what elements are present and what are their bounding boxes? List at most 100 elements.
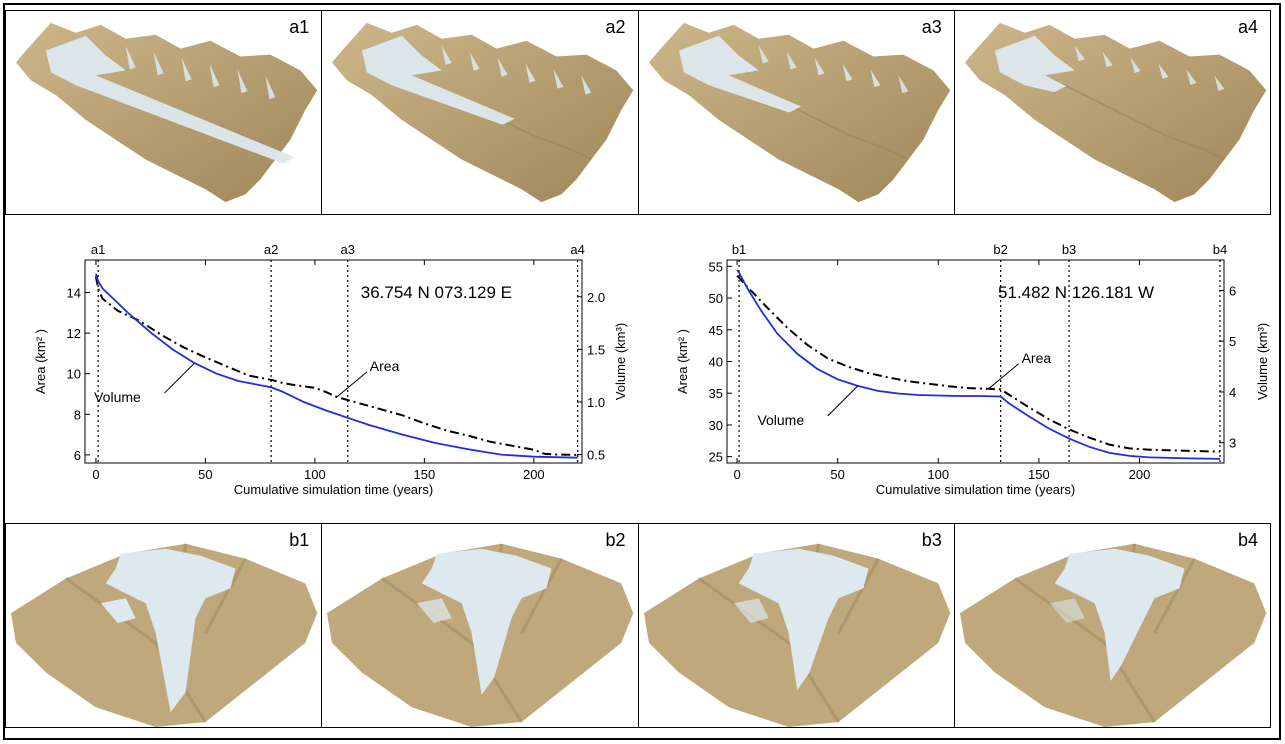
x-tick-label: 100: [927, 467, 949, 482]
tributary-ice: [842, 63, 852, 82]
tributary-ice: [181, 57, 192, 82]
tributary-ice: [553, 69, 564, 89]
terrain-render: [648, 22, 950, 203]
tributary-ice: [153, 51, 164, 76]
ice-cap: [738, 548, 868, 690]
panel-label: a4: [1237, 17, 1258, 37]
x-tick-label: 50: [198, 467, 212, 482]
glacier-ice: [362, 35, 515, 125]
y-tick-label-left: 10: [67, 367, 81, 382]
y-tick-label-left: 35: [709, 386, 723, 401]
tributary-ice: [1102, 51, 1113, 68]
x-tick-label: 100: [304, 467, 326, 482]
tributary-ice: [525, 63, 536, 83]
x-tick-label: 200: [523, 467, 545, 482]
glacier-panel-b3: b3: [638, 524, 955, 727]
glacier-panel-a1: a1: [6, 11, 323, 214]
glacier-ice: [45, 35, 296, 164]
tributary-ice: [786, 51, 797, 70]
annotation-leader: [988, 363, 1019, 390]
panel-label: a1: [289, 17, 310, 37]
y-tick-label-right: 6: [1229, 283, 1236, 298]
glacier-panel-b4: b4: [954, 524, 1270, 727]
tributary-ice: [897, 75, 908, 94]
panel-label: b3: [921, 530, 942, 550]
annotation-leader: [336, 371, 368, 398]
ice-cap: [105, 548, 236, 713]
series-annotation: Volume: [94, 389, 141, 405]
y-tick-label-left: 8: [74, 407, 81, 422]
glacier-panel-a4: a4: [954, 11, 1270, 214]
series-annotation: Area: [1022, 350, 1052, 366]
tributary-ice: [869, 69, 880, 88]
glacier-panel-b1: b1: [6, 524, 323, 727]
terrain-render: [959, 543, 1267, 727]
ice-patch: [100, 598, 136, 624]
y-tick-label-right: 2.0: [587, 290, 605, 305]
y-tick-label-left: 6: [74, 448, 81, 463]
y-tick-label-right: 3: [1229, 436, 1236, 451]
tributary-ice: [1074, 45, 1085, 62]
tributary-ice: [581, 75, 592, 95]
y-tick-label-left: 50: [709, 291, 723, 306]
series-line-area: [94, 276, 578, 456]
chart-b: 0 50 100 150 200253035404550553456Cumulative…: [675, 242, 1270, 497]
y-axis-label-right: Volume (km³): [613, 323, 628, 400]
glacier-panel-a2: a2: [322, 11, 639, 214]
tributary-ice: [497, 57, 508, 77]
plots-area: 0 50 100 150 200 6 8 10 12 14 0.5 1.0 1.5 2.0 Cumulati…: [0, 225, 1285, 515]
y-tick-label-left: 45: [709, 323, 723, 338]
terrain-render: [327, 543, 634, 727]
chart-a: 0 50 100 150 200 6 8 10 12 14 0.5 1.0 1.5 2.0 Cumulati…: [33, 242, 628, 497]
tributary-ice: [758, 45, 769, 64]
terrain-render: [15, 22, 318, 203]
annotation-leader: [827, 385, 859, 417]
x-tick-label: 150: [1028, 467, 1050, 482]
series-line-area: [736, 275, 1221, 453]
time-marker-label: a2: [264, 242, 278, 257]
glacier-panel-a3: a3: [638, 11, 955, 214]
x-axis-label: Cumulative simulation time (years): [876, 482, 1075, 497]
time-marker-label: b3: [1062, 242, 1076, 257]
y-tick-label-left: 40: [709, 355, 723, 370]
x-tick-label: 0: [92, 467, 99, 482]
x-tick-label: 200: [1129, 467, 1151, 482]
time-marker-label: a4: [570, 242, 584, 257]
y-tick-label-left: 25: [709, 450, 723, 465]
panel-label: b2: [605, 530, 626, 550]
plot-frame: [84, 259, 583, 464]
ice-patch: [417, 598, 452, 624]
y-axis-label-left: Area (km² ): [675, 329, 690, 394]
x-axis-label: Cumulative simulation time (years): [234, 482, 433, 497]
tributary-ice: [1186, 69, 1197, 85]
glacier-ice: [678, 35, 801, 113]
x-tick-label: 50: [830, 467, 844, 482]
y-tick-label-right: 1.5: [587, 342, 605, 357]
tributary-ice: [1158, 63, 1169, 79]
tributary-ice: [814, 57, 825, 76]
series-annotation: Volume: [757, 412, 804, 428]
glacier-panels-b: b1 b2 b3 b4: [5, 523, 1271, 728]
tributary-ice: [237, 69, 248, 94]
annotation-leader: [164, 362, 195, 394]
ice-cap: [1054, 548, 1185, 681]
y-axis-label-right: Volume (km³): [1255, 323, 1270, 400]
x-tick-label: 150: [414, 467, 436, 482]
terrain-render: [643, 543, 950, 727]
panel-label: a3: [921, 17, 942, 37]
y-tick-label-right: 4: [1229, 385, 1236, 400]
coordinate-annotation: 36.754 N 073.129 E: [361, 283, 512, 302]
y-tick-label-right: 1.0: [587, 395, 605, 410]
tributary-ice: [209, 63, 220, 88]
y-tick-label-left: 55: [709, 259, 723, 274]
tributary-ice: [1214, 75, 1225, 91]
y-tick-label-right: 5: [1229, 334, 1236, 349]
y-tick-label-left: 30: [709, 418, 723, 433]
y-tick-label-left: 14: [67, 285, 81, 300]
panel-label: a2: [605, 17, 626, 37]
terrain-render: [10, 543, 318, 727]
time-marker-label: b4: [1213, 242, 1227, 257]
glacier-panel-b2: b2: [322, 524, 639, 727]
tributary-ice: [469, 51, 480, 71]
time-marker-label: a3: [340, 242, 354, 257]
